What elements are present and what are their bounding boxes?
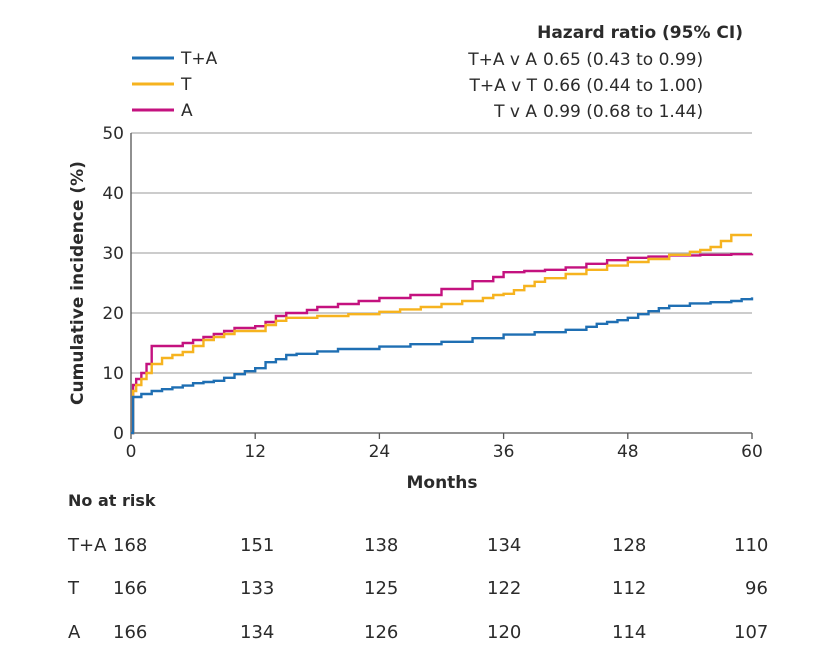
y-axis-label: Cumulative incidence (%) — [68, 161, 88, 405]
risk-value: 166 — [113, 578, 148, 599]
legend: T+A TA — [132, 49, 218, 121]
risk-value: 126 — [364, 622, 399, 643]
y-tick-label: 20 — [102, 304, 124, 324]
risk-value: 134 — [240, 622, 275, 643]
x-tick-label: 24 — [369, 442, 391, 462]
x-tick-label: 48 — [617, 442, 639, 462]
x-tick-label: 12 — [244, 442, 266, 462]
risk-value: 114 — [612, 622, 647, 643]
risk-value: 125 — [364, 578, 399, 599]
risk-value: 110 — [734, 535, 769, 556]
risk-value: 151 — [240, 535, 275, 556]
hazard-value: 0.66 (0.44 to 1.00) — [543, 76, 703, 96]
risk-value: 166 — [113, 622, 148, 643]
y-tick-label: 0 — [113, 424, 124, 444]
risk-value: 107 — [734, 622, 769, 643]
axes — [130, 133, 753, 439]
curves — [131, 233, 754, 435]
hazard-comparison: T+A v T — [468, 76, 537, 96]
risk-value: 168 — [113, 535, 148, 556]
tick-labels: 0 10 20 30 40 50 0 12 24 36 48 60 — [102, 124, 762, 462]
risk-value: 112 — [612, 578, 647, 599]
risk-value: 134 — [487, 535, 522, 556]
legend-label: T+A — [180, 49, 218, 69]
curve-t — [131, 233, 752, 435]
risk-value: 96 — [745, 578, 768, 599]
curve-a — [131, 253, 754, 435]
risk-value: 122 — [487, 578, 522, 599]
hazard-value: 0.65 (0.43 to 0.99) — [543, 50, 703, 70]
hazard-comparison: T v A — [493, 102, 537, 122]
risk-row-label: A — [68, 622, 81, 643]
risk-value: 128 — [612, 535, 647, 556]
risk-value: 138 — [364, 535, 399, 556]
risk-table-title: No at risk — [68, 491, 156, 510]
y-tick-label: 10 — [102, 364, 124, 384]
y-tick-label: 30 — [102, 244, 124, 264]
legend-label: T — [180, 75, 192, 95]
hazard-ratio-header: Hazard ratio (95% CI) — [537, 23, 743, 43]
curve-tplusa — [131, 297, 754, 435]
hazard-value: 0.99 (0.68 to 1.44) — [543, 102, 703, 122]
hazard-comparison: T+A v A — [467, 50, 537, 70]
x-axis-label: Months — [406, 473, 477, 493]
risk-value: 133 — [240, 578, 275, 599]
risk-row-label: T — [68, 578, 79, 599]
hazard-ratio-panel: Hazard ratio (95% CI) T+A v A 0.65 (0.43… — [467, 23, 743, 122]
y-tick-label: 50 — [102, 124, 124, 144]
legend-label: A — [181, 101, 193, 121]
risk-row-label: T+A — [68, 535, 107, 556]
risk-value: 120 — [487, 622, 522, 643]
x-tick-label: 36 — [493, 442, 515, 462]
x-tick-label: 60 — [741, 442, 763, 462]
x-tick-label: 0 — [126, 442, 137, 462]
y-tick-label: 40 — [102, 184, 124, 204]
